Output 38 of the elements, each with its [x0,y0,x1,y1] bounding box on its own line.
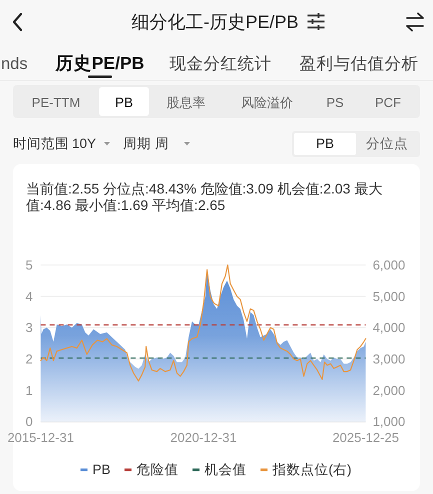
text: 时间范围 [13,136,69,151]
text: nds [1,55,28,73]
text: PB [316,136,334,151]
line-series [40,264,366,382]
y2-tick-label: 2,000 [372,382,406,398]
x-tick-label: 2025-12-25 [332,430,399,445]
text: 盈利与估值分析 [300,54,418,73]
text: PB [114,95,134,110]
legend-label: PB [92,462,111,477]
y-tick-label: 4 [25,288,33,304]
y2-tick-label: 5,000 [372,288,406,304]
y-tick-label: 3 [25,320,33,336]
y-tick-label: 0 [25,414,33,430]
legend-label: 指数点位(右) [272,462,352,477]
y2-tick-label: 3,000 [372,352,406,367]
text: 股息率 [166,95,206,110]
text: PCF [375,95,402,110]
x-tick-label: 2015-12-31 [7,430,74,445]
legend-label: 机会值 [204,462,247,477]
text: 分位点 [366,136,408,151]
text: 历史PE/PB [54,53,144,73]
y2-tick-label: 1,000 [372,414,406,430]
text: PE-TTM [32,95,80,110]
text: 风险溢价 [241,95,293,110]
legend-label: 危险值 [136,462,179,477]
text: 周期 [123,136,151,151]
y2-tick-label: 4,000 [372,320,406,336]
text: 10Y [72,136,96,151]
y-tick-label: 5 [25,258,33,272]
chart-title: 细分化工-历史PE/PB [131,12,299,32]
x-tick-label: 2020-12-31 [170,430,237,445]
y2-tick-label: 6,000 [372,258,406,272]
y-tick-label: 2 [25,352,33,367]
y-tick-label: 1 [25,382,33,398]
text: 现金分红统计 [170,54,272,73]
chart-subtitle: 当前值:2.55 分位点:48.43% 危险值:3.09 机会值:2.03 最大值:4.86 最小值:1.69 平均值:2.65 [26,180,382,213]
text: PS [326,95,344,110]
text: 周 [155,136,169,151]
